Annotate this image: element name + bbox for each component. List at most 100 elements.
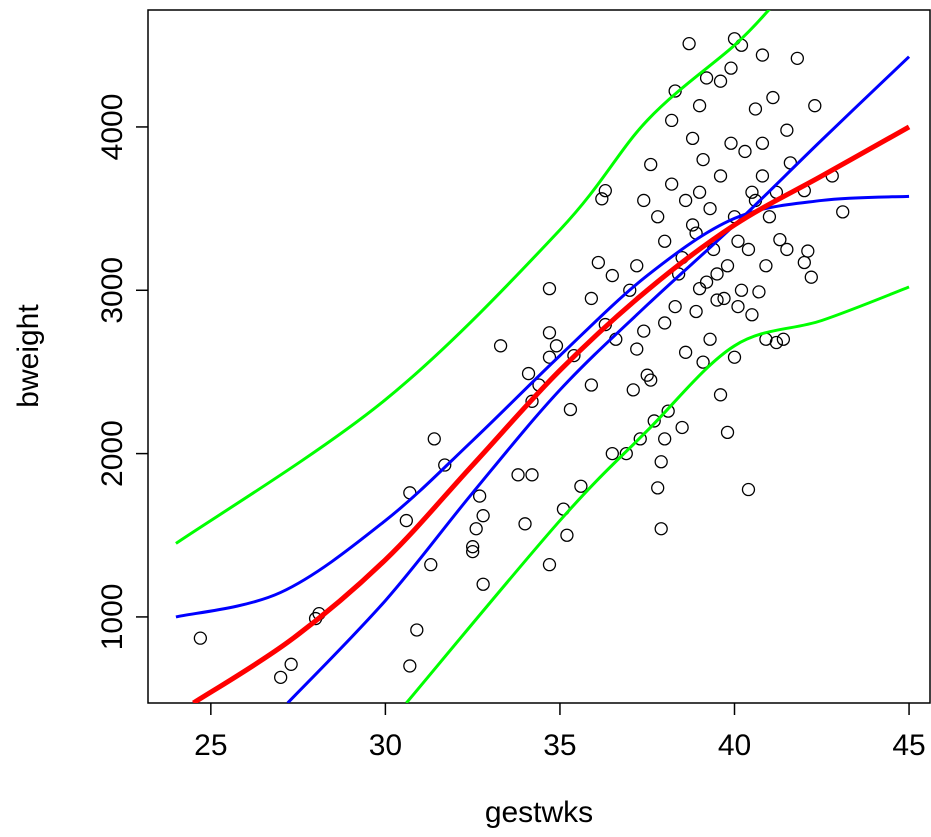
- data-point: [654, 455, 668, 469]
- data-point: [696, 152, 710, 167]
- y-tick-label: 1000: [96, 584, 129, 651]
- data-point: [466, 540, 480, 554]
- data-point: [692, 281, 707, 296]
- y-axis-label: bweight: [12, 304, 45, 408]
- data-point: [598, 183, 612, 198]
- data-point: [574, 479, 588, 493]
- data-point: [692, 185, 707, 199]
- data-point: [654, 522, 668, 536]
- data-point: [731, 234, 745, 248]
- data-point: [469, 522, 483, 536]
- data-point: [661, 404, 675, 418]
- data-point: [665, 177, 679, 191]
- data-point: [713, 74, 728, 88]
- data-point: [644, 157, 658, 172]
- data-point: [658, 234, 672, 248]
- data-point: [619, 446, 633, 461]
- data-point: [626, 383, 640, 397]
- data-point: [399, 513, 413, 528]
- data-point: [717, 291, 731, 306]
- data-point: [741, 482, 756, 497]
- data-point: [466, 544, 480, 559]
- data-point: [595, 192, 609, 206]
- data-point: [521, 366, 536, 381]
- x-axis-label: gestwks: [485, 796, 593, 829]
- data-point: [773, 232, 787, 247]
- data-point: [727, 350, 742, 364]
- data-point: [755, 136, 770, 150]
- data-point: [685, 131, 700, 146]
- data-point: [637, 193, 651, 208]
- data-point: [473, 489, 487, 503]
- fit-line: [405, 285, 910, 703]
- data-point: [525, 394, 539, 408]
- data-point: [808, 99, 822, 113]
- data-point: [651, 210, 665, 224]
- data-point: [584, 291, 599, 306]
- data-point: [410, 623, 424, 637]
- data-point: [549, 339, 564, 353]
- data-point: [644, 373, 658, 387]
- data-point: [630, 259, 644, 273]
- data-point: [710, 267, 724, 281]
- data-point: [591, 255, 605, 270]
- data-point: [542, 350, 557, 364]
- fit-line: [192, 124, 911, 703]
- data-point: [675, 420, 689, 435]
- x-tick-label: 40: [718, 729, 751, 762]
- data-point: [633, 432, 647, 446]
- data-point: [493, 339, 508, 353]
- y-tick-label: 3000: [96, 257, 129, 324]
- data-point: [734, 283, 749, 297]
- data-point: [511, 468, 525, 482]
- data-point: [665, 113, 679, 128]
- plot-frame: [147, 9, 931, 704]
- data-point: [731, 299, 745, 314]
- data-point: [542, 281, 557, 296]
- data-point: [762, 210, 777, 224]
- data-point: [724, 136, 738, 150]
- x-tick-label: 30: [369, 729, 402, 762]
- curves: [175, 10, 911, 703]
- data-point: [605, 446, 619, 461]
- data-point: [790, 51, 804, 65]
- data-point: [678, 193, 693, 208]
- data-point: [563, 402, 578, 417]
- data-point: [755, 169, 770, 183]
- data-point: [755, 48, 770, 62]
- data-point: [738, 144, 752, 159]
- data-point: [804, 270, 818, 284]
- data-point: [567, 348, 581, 363]
- data-point: [542, 326, 557, 340]
- data-point: [720, 425, 735, 440]
- data-point: [584, 378, 599, 392]
- data-point: [699, 71, 714, 85]
- data-point: [651, 481, 665, 495]
- data-point: [630, 342, 644, 356]
- data-point: [696, 355, 710, 369]
- data-point: [713, 169, 728, 183]
- data-point: [776, 332, 791, 346]
- data-point: [713, 388, 728, 402]
- data-point: [745, 185, 759, 199]
- x-tick-label: 25: [194, 729, 227, 762]
- data-point: [637, 324, 651, 338]
- y-tick-label: 4000: [96, 94, 129, 161]
- data-point: [745, 308, 759, 322]
- data-point: [647, 414, 661, 428]
- data-point: [703, 332, 717, 346]
- x-tick-label: 45: [892, 729, 925, 762]
- data-point: [766, 90, 780, 105]
- y-tick-label: 2000: [96, 420, 129, 487]
- data-point: [682, 36, 696, 51]
- fit-line: [286, 55, 911, 703]
- data-point: [780, 242, 794, 257]
- data-point: [403, 659, 417, 673]
- data-point: [668, 299, 682, 314]
- data-point: [518, 517, 532, 531]
- data-point: [780, 123, 794, 137]
- data-point: [724, 61, 738, 75]
- data-point: [689, 304, 703, 319]
- data-point: [769, 335, 784, 350]
